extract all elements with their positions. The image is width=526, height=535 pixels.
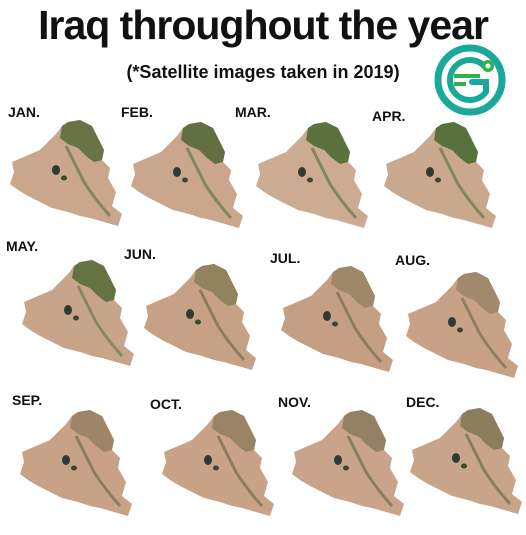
- river-line: [335, 291, 383, 363]
- iraq-satellite-map-icon: [144, 264, 256, 370]
- page-subtitle: (*Satellite images taken in 2019): [126, 62, 400, 82]
- lake: [343, 465, 349, 471]
- river-line: [198, 289, 246, 361]
- month-label-oct: OCT.: [150, 396, 182, 412]
- month-label-jun: JUN.: [124, 246, 156, 262]
- month-label-mar: MAR.: [235, 104, 271, 120]
- lake: [334, 455, 342, 465]
- month-label-jul: JUL.: [270, 250, 301, 266]
- vegetation-area: [331, 266, 375, 308]
- lake: [448, 317, 456, 327]
- month-label-may: MAY.: [6, 238, 39, 254]
- lake: [457, 327, 463, 333]
- river-line: [464, 433, 512, 505]
- river-line: [460, 297, 508, 369]
- iraq-satellite-map-icon: [292, 410, 404, 516]
- iraq-satellite-map-icon: [281, 266, 393, 372]
- river-line: [76, 285, 124, 357]
- iraq-satellite-map-icon: [256, 122, 368, 228]
- river-line: [438, 147, 486, 219]
- vegetation-area: [342, 410, 386, 452]
- month-label-sep: SEP.: [12, 392, 43, 408]
- lake: [452, 453, 460, 463]
- lake: [307, 177, 313, 183]
- lake: [195, 319, 201, 325]
- lake: [213, 465, 219, 471]
- lake: [73, 315, 79, 321]
- iraq-satellite-map-icon: [410, 408, 522, 514]
- vegetation-area: [181, 122, 225, 164]
- lake: [186, 309, 194, 319]
- lake: [461, 463, 467, 469]
- river-line: [64, 145, 112, 217]
- lake: [52, 165, 60, 175]
- lake: [298, 167, 306, 177]
- vegetation-area: [434, 122, 478, 164]
- globe-logo-icon: [434, 44, 506, 116]
- lake: [61, 175, 67, 181]
- lake: [71, 465, 77, 471]
- lake: [173, 167, 181, 177]
- vegetation-area: [212, 410, 256, 452]
- lake: [426, 167, 434, 177]
- iraq-satellite-map-icon: [384, 122, 496, 228]
- iraq-satellite-map-icon: [131, 122, 243, 228]
- iraq-satellite-map-icon: [162, 410, 274, 516]
- lake: [62, 455, 70, 465]
- iraq-satellite-map-icon: [20, 410, 132, 516]
- vegetation-area: [306, 122, 350, 164]
- page-title: Iraq throughout the year: [38, 2, 489, 48]
- month-label-nov: NOV.: [278, 394, 311, 410]
- lake: [435, 177, 441, 183]
- vegetation-area: [70, 410, 114, 452]
- vegetation-area: [194, 264, 238, 306]
- lake: [182, 177, 188, 183]
- month-label-feb: FEB.: [121, 104, 153, 120]
- vegetation-area: [456, 272, 500, 314]
- lake: [64, 305, 72, 315]
- iraq-satellite-map-icon: [10, 120, 122, 226]
- lake: [323, 311, 331, 321]
- river-line: [74, 435, 122, 507]
- month-label-jan: JAN.: [8, 104, 40, 120]
- vegetation-area: [60, 120, 104, 162]
- river-line: [185, 147, 233, 219]
- river-line: [216, 435, 264, 507]
- lake: [332, 321, 338, 327]
- river-line: [346, 435, 394, 507]
- iraq-satellite-map-icon: [406, 272, 518, 378]
- iraq-satellite-map-icon: [22, 260, 134, 366]
- lake: [204, 455, 212, 465]
- river-line: [310, 147, 358, 219]
- vegetation-area: [72, 260, 116, 302]
- month-label-apr: APR.: [372, 108, 406, 124]
- vegetation-area: [460, 408, 504, 450]
- month-label-dec: DEC.: [406, 394, 440, 410]
- month-label-aug: AUG.: [395, 252, 430, 268]
